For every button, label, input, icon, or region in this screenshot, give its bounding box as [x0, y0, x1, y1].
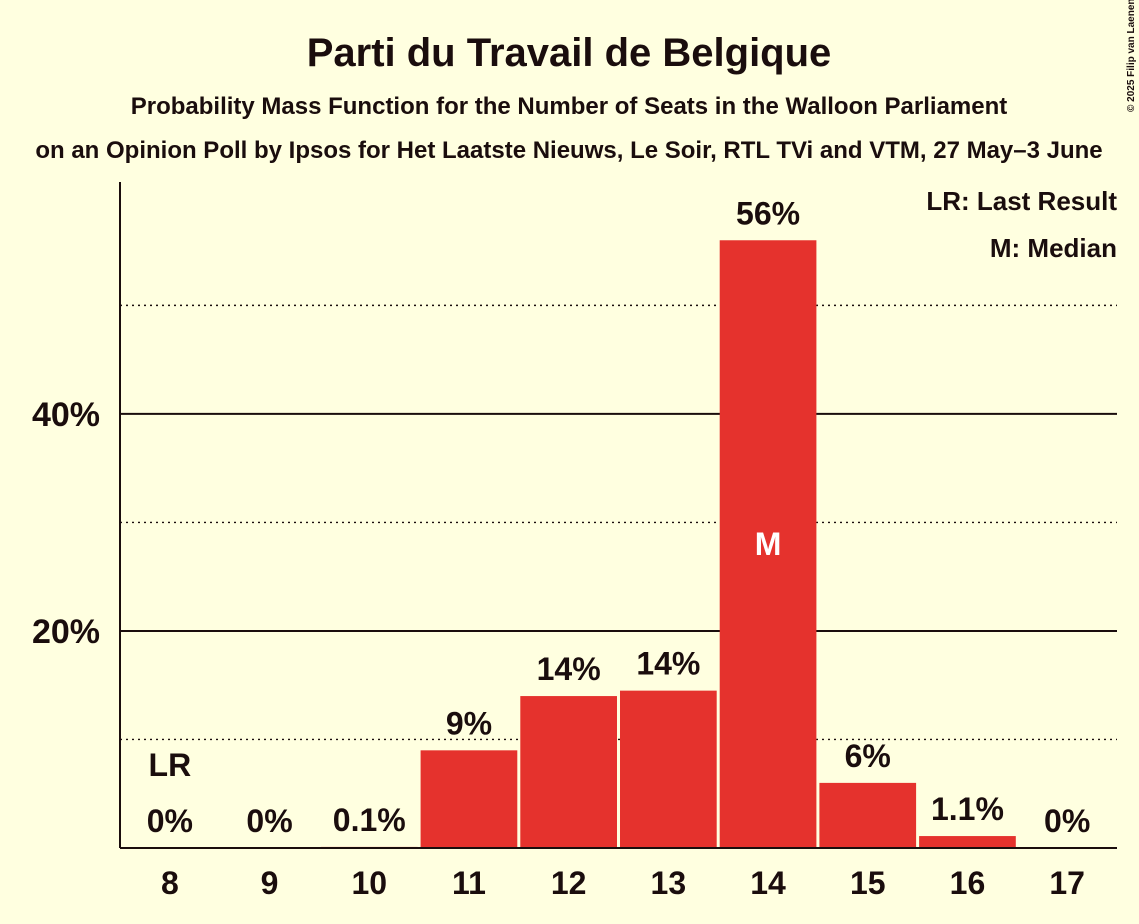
x-tick-label-17: 17	[1049, 865, 1085, 901]
bar-11	[420, 750, 518, 848]
data-label-17: 0%	[1044, 803, 1090, 839]
x-tick-label-16: 16	[950, 865, 986, 901]
data-label-15: 6%	[845, 738, 891, 774]
legend-median: M: Median	[990, 233, 1117, 263]
data-label-10: 0.1%	[333, 802, 406, 838]
x-tick-label-13: 13	[651, 865, 687, 901]
chart-title: Parti du Travail de Belgique	[307, 31, 832, 75]
data-label-8: 0%	[147, 803, 193, 839]
x-tick-label-9: 9	[261, 865, 279, 901]
median-marker: M	[755, 526, 782, 562]
y-tick-label: 20%	[32, 613, 100, 651]
bar-15	[819, 782, 917, 848]
data-label-13: 14%	[636, 646, 700, 682]
data-label-9: 0%	[246, 803, 292, 839]
last-result-marker: LR	[149, 747, 192, 783]
bar-13	[620, 690, 717, 848]
gridlines	[120, 304, 1117, 741]
x-tick-label-8: 8	[161, 865, 179, 901]
chart-subtitle: Probability Mass Function for the Number…	[131, 93, 1008, 120]
y-tick-label: 40%	[32, 396, 100, 434]
x-tick-label-12: 12	[551, 865, 587, 901]
legend-last-result: LR: Last Result	[926, 186, 1117, 216]
x-tick-label-15: 15	[850, 865, 886, 901]
x-tick-label-10: 10	[351, 865, 387, 901]
data-label-16: 1.1%	[931, 791, 1004, 827]
axes	[119, 182, 1117, 849]
data-label-12: 14%	[537, 651, 601, 687]
labels: 20% 40% 0% 8 LR 0% 9 0.1% 10 9% 11 14% 12 14% 13 56% 14 M…	[32, 195, 1090, 901]
chart-subtitle-2: on an Opinion Poll by Ipsos for Het Laat…	[35, 137, 1102, 164]
x-tick-label-14: 14	[750, 865, 786, 901]
bar-16	[919, 836, 1016, 848]
copyright-text: © 2025 Filip van Laenen	[1126, 0, 1137, 112]
bar-14	[719, 240, 817, 848]
bar-12	[520, 696, 617, 848]
x-tick-label-11: 11	[452, 865, 486, 901]
data-label-14: 56%	[736, 195, 800, 231]
bars	[320, 240, 1016, 848]
data-label-11: 9%	[446, 705, 492, 741]
